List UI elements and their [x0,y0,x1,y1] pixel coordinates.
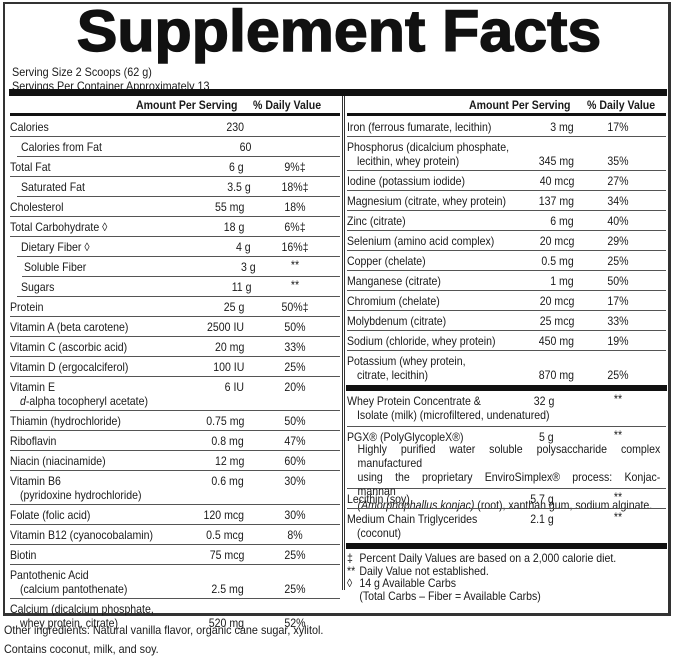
ingredient-row-lecithin: Lecithin (soy) 5.7 g ** [347,489,666,509]
footnote-dv-basis: ‡ Percent Daily Values are based on a 2,… [347,551,617,565]
nutrient-row-cholesterol: Cholesterol 55 mg 18% [10,197,340,217]
ingredient-row-whey-protein: Whey Protein Concentrate & Isolate (milk… [347,391,666,427]
nutrient-row-magnesium: Magnesium (citrate, whey protein) 137 mg… [347,191,666,211]
amount-header: Amount Per Serving [136,98,238,112]
left-nutrient-column: Amount Per Serving % Daily Value Calorie… [10,96,340,633]
dv-header: % Daily Value [587,98,656,112]
supplement-facts-panel: Supplement Facts Serving Size 2 Scoops (… [3,0,671,616]
column-header: Amount Per Serving % Daily Value [10,96,340,116]
top-divider-bar [9,89,667,96]
nutrient-row-potassium: Potassium (whey protein, citrate, lecith… [347,354,629,382]
other-ingredients: Other ingredients: Natural vanilla flavo… [4,623,324,637]
nutrient-row-vitamin-b6: Vitamin B6 (pyridoxine hydrochloride) 0.… [10,471,340,505]
section-divider-bar [346,385,667,391]
nutrient-row-vitamin-a: Vitamin A (beta carotene) 2500 IU 50% [10,317,340,337]
nutrient-row-pantothenic-acid: Pantothenic Acid (calcium pantothenate) … [10,565,340,599]
nutrient-row-saturated-fat: Saturated Fat 3.5 g 18%‡ [17,177,340,197]
nutrient-row-niacin: Niacin (niacinamide) 12 mg 60% [10,451,340,471]
nutrient-row-iron: Iron (ferrous fumarate, lecithin) 3 mg 1… [347,116,666,137]
column-divider [342,96,343,590]
nutrient-row-chromium: Chromium (chelate) 20 mcg 17% [347,291,666,311]
other-ingredients-section: Other ingredients: Natural vanilla flavo… [4,621,323,659]
amount-header: Amount Per Serving [469,98,571,112]
footnote-carbs-formula: (Total Carbs – Fiber = Available Carbs) [359,588,541,603]
nutrient-row-total-carbohydrate: Total Carbohydrate ◊ 18 g 6%‡ [10,217,340,237]
nutrient-row-vitamin-c: Vitamin C (ascorbic acid) 20 mg 33% [10,337,340,357]
nutrient-row-molybdenum: Molybdenum (citrate) 25 mcg 33% [347,311,666,331]
nutrient-row-vitamin-e: Vitamin E d-alpha tocopheryl acetate) 6 … [10,377,340,411]
nutrient-row-protein: Protein 25 g 50%‡ [10,297,340,317]
nutrient-row-calories-from-fat: Calories from Fat 60 [17,137,340,157]
nutrient-row-sodium: Sodium (chloride, whey protein) 450 mg 1… [347,331,666,351]
nutrient-row-folate: Folate (folic acid) 120 mcg 30% [10,505,340,525]
ingredient-row-pgx: PGX® (PolyGlycopleX®) 5 g ** Highly puri… [347,427,666,512]
nutrient-row-dietary-fiber: Dietary Fiber ◊ 4 g 16%‡ [17,237,340,257]
nutrient-row-phosphorus: Phosphorus (dicalcium phosphate, lecithi… [347,137,666,171]
column-divider [344,96,345,590]
nutrient-row-calcium: Calcium (dicalcium phosphate, whey prote… [10,602,306,630]
nutrient-row-vitamin-d: Vitamin D (ergocalciferol) 100 IU 25% [10,357,340,377]
nutrient-row-thiamin: Thiamin (hydrochloride) 0.75 mg 50% [10,411,340,431]
allergen-statement: Contains coconut, milk, and soy. [4,642,159,656]
nutrient-row-zinc: Zinc (citrate) 6 mg 40% [347,211,666,231]
column-header: Amount Per Serving % Daily Value [347,96,666,116]
serving-size: Serving Size 2 Scoops (62 g) [12,65,152,79]
nutrient-row-riboflavin: Riboflavin 0.8 mg 47% [10,431,340,451]
footnote-divider-bar [346,543,667,549]
footnote-available-carbs: ◊ 14 g Available Carbs [347,576,456,590]
nutrient-row-copper: Copper (chelate) 0.5 mg 25% [347,251,666,271]
nutrient-row-selenium: Selenium (amino acid complex) 20 mcg 29% [347,231,666,251]
panel-title: Supplement Facts [76,0,602,65]
nutrient-row-total-fat: Total Fat 6 g 9%‡ [10,157,340,177]
nutrient-row-iodine: Iodine (potassium iodide) 40 mcg 27% [347,171,666,191]
nutrient-row-vitamin-b12: Vitamin B12 (cyanocobalamin) 0.5 mcg 8% [10,525,340,545]
nutrient-row-biotin: Biotin 75 mcg 25% [10,545,340,565]
footnote-dv-not-established: ** Daily Value not established. [347,563,489,578]
nutrient-row-manganese: Manganese (citrate) 1 mg 50% [347,271,666,291]
dv-header: % Daily Value [253,98,322,112]
right-nutrient-column: Amount Per Serving % Daily Value Iron (f… [346,96,667,602]
nutrient-row-calories: Calories 230 [10,116,340,137]
nutrient-row-soluble-fiber: Soluble Fiber 3 g ** [22,257,340,277]
footnotes: ‡ Percent Daily Values are based on a 2,… [347,552,666,602]
ingredient-row-mct: Medium Chain Triglycerides (coconut) 2.1… [347,510,623,540]
nutrient-row-sugars: Sugars 11 g ** [17,277,340,297]
